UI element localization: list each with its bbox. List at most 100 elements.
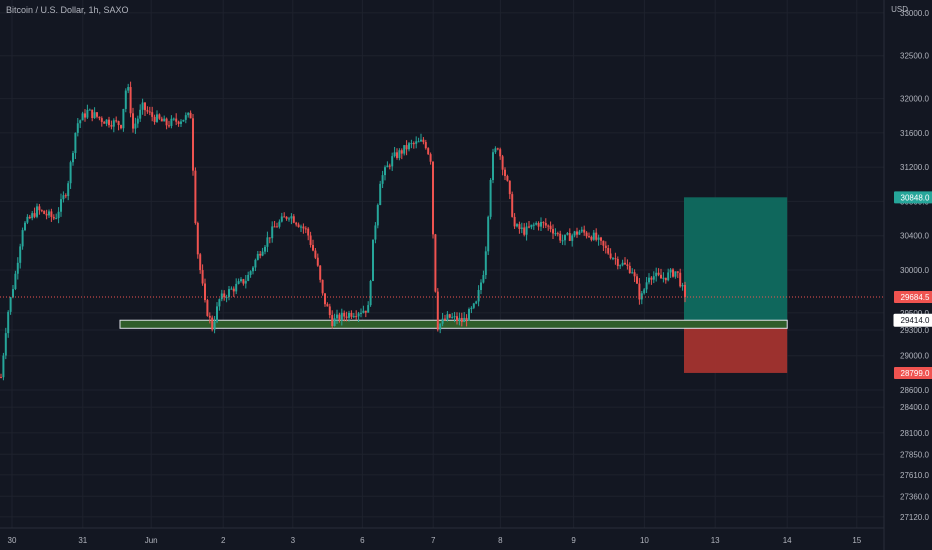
candle: [331, 310, 334, 329]
candle-body: [660, 274, 662, 279]
time-tick-label: 30: [8, 536, 17, 545]
candle-body: [134, 123, 137, 129]
candle-body: [0, 377, 2, 379]
candle: [350, 310, 353, 319]
candle-body: [19, 246, 22, 263]
candle: [403, 145, 406, 156]
candle-body: [112, 120, 115, 127]
price-tick-label: 27610.0: [900, 471, 929, 480]
candle-body: [81, 113, 84, 121]
candle-body: [52, 216, 55, 219]
candle-body: [508, 180, 511, 195]
candle-body: [672, 269, 674, 277]
candle: [528, 220, 530, 229]
candle-body: [376, 205, 379, 226]
candle-body: [307, 228, 310, 236]
candle-body: [415, 141, 418, 144]
price-badge-label: 29684.5: [901, 293, 930, 302]
candle: [292, 214, 295, 224]
candle-body: [249, 271, 252, 275]
candle-body: [350, 312, 353, 317]
target-zone: [684, 197, 788, 321]
candle-body: [532, 224, 535, 226]
candle: [76, 118, 79, 137]
candle-body: [357, 313, 360, 317]
candle: [684, 281, 686, 303]
candle-body: [268, 237, 271, 239]
candle-body: [487, 216, 490, 252]
candle: [232, 286, 235, 297]
candle-body: [110, 125, 113, 127]
candle-body: [511, 194, 514, 217]
candle-body: [410, 143, 413, 145]
candle-body: [427, 148, 430, 155]
candle: [470, 306, 473, 314]
candle-body: [168, 125, 170, 127]
candle-body: [256, 253, 259, 260]
candle: [468, 307, 470, 321]
candle-body: [585, 232, 588, 237]
candle-body: [602, 240, 605, 246]
candle: [600, 236, 602, 246]
candle: [343, 310, 346, 322]
candle: [444, 314, 446, 321]
candle-body: [655, 272, 658, 277]
candle-body: [48, 211, 50, 216]
candle-body: [396, 152, 398, 158]
candle-body: [4, 333, 7, 356]
time-tick-label: 10: [640, 536, 649, 545]
candle: [314, 248, 317, 260]
candle: [559, 230, 562, 243]
candle-body: [662, 277, 665, 279]
candle: [204, 278, 206, 303]
price-badge-box: [893, 313, 932, 327]
candle-body: [571, 235, 574, 241]
candle-body: [597, 237, 600, 240]
time-axis: 30 31 Jun 2 3 6 7 8 9 10 13 14 15: [8, 536, 862, 545]
candle: [127, 83, 130, 94]
candle-body: [57, 211, 60, 219]
candle: [16, 257, 19, 280]
candle-body: [391, 156, 394, 167]
candle: [662, 272, 665, 283]
candle-body: [108, 119, 110, 126]
time-tick-label: 2: [221, 536, 226, 545]
candle-body: [554, 233, 557, 235]
candle-body: [506, 175, 509, 181]
candle: [420, 133, 422, 143]
time-tick-label: 13: [711, 536, 720, 545]
candle: [290, 213, 293, 225]
candle: [369, 279, 372, 307]
candle: [60, 193, 62, 217]
candle: [652, 271, 655, 284]
candle: [225, 294, 228, 303]
candle: [508, 180, 511, 200]
candle-body: [254, 259, 257, 268]
candle: [482, 270, 485, 284]
candle: [338, 312, 341, 323]
candle: [544, 218, 547, 229]
candle-body: [573, 231, 576, 236]
candle: [172, 117, 175, 121]
candle: [672, 268, 674, 278]
candle: [288, 216, 290, 222]
price-tick-label: 28400.0: [900, 403, 929, 412]
candle-body: [664, 277, 667, 281]
candle-body: [458, 317, 461, 322]
candle-body: [470, 307, 473, 310]
candle: [165, 117, 168, 130]
candle: [4, 327, 7, 360]
candle-body: [12, 289, 14, 298]
candle-body: [266, 237, 269, 247]
candle: [336, 309, 338, 324]
candle-body: [456, 316, 458, 322]
candle-body: [590, 236, 593, 240]
candle: [345, 311, 348, 322]
candle-body: [480, 282, 482, 291]
candle-body: [446, 314, 449, 320]
candle-body: [324, 293, 326, 305]
candle-body: [302, 226, 305, 229]
candle: [674, 271, 677, 279]
